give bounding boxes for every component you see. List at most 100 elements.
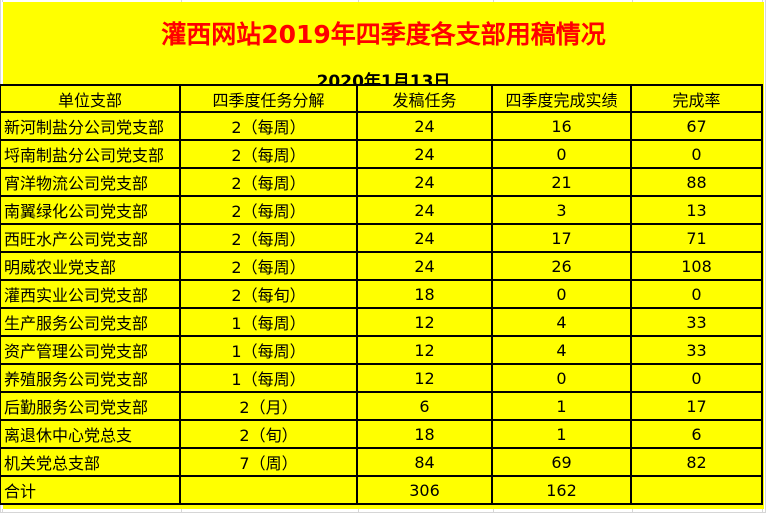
cell-task-breakdown: 2（每旬） bbox=[179, 279, 358, 309]
gridline-tick bbox=[2, 509, 3, 513]
cell-unit-branch: 合计 bbox=[0, 475, 181, 505]
table-row: 生产服务公司党支部 1（每周） 12 4 33 bbox=[0, 307, 763, 337]
table-row: 离退休中心党总支 2（旬） 18 1 6 bbox=[0, 419, 763, 449]
cell-unit-branch: 新河制盐分公司党支部 bbox=[0, 111, 181, 141]
report-table: 单位支部 四季度任务分解 发稿任务 四季度完成实绩 完成率 新河制盐分公司党支部 2（每周… bbox=[0, 84, 763, 505]
cell-completed: 4 bbox=[491, 335, 632, 365]
cell-publish-task: 18 bbox=[356, 419, 493, 449]
cell-completion-rate: 71 bbox=[630, 223, 763, 253]
column-header: 单位支部 bbox=[0, 84, 181, 113]
table-row: 灌西实业公司党支部 2（每旬） 18 0 0 bbox=[0, 279, 763, 309]
gridline-tick bbox=[181, 509, 182, 513]
cell-completion-rate: 6 bbox=[630, 419, 763, 449]
table-body: 新河制盐分公司党支部 2（每周） 24 16 67 埒南制盐分公司党支部 2（每周） 24 0 0… bbox=[0, 111, 763, 505]
cell-unit-branch: 南翼绿化公司党支部 bbox=[0, 195, 181, 225]
cell-task-breakdown: 2（每周） bbox=[179, 195, 358, 225]
table-row: 明威农业党支部 2（每周） 24 26 108 bbox=[0, 251, 763, 281]
cell-unit-branch: 养殖服务公司党支部 bbox=[0, 363, 181, 393]
gridline-tick bbox=[632, 509, 633, 513]
table-row: 养殖服务公司党支部 1（每周） 12 0 0 bbox=[0, 363, 763, 393]
cell-task-breakdown: 2（旬） bbox=[179, 419, 358, 449]
column-header: 发稿任务 bbox=[356, 84, 493, 113]
cell-completed: 26 bbox=[491, 251, 632, 281]
cell-completed: 1 bbox=[491, 391, 632, 421]
cell-task-breakdown: 1（每周） bbox=[179, 335, 358, 365]
cell-task-breakdown: 2（每周） bbox=[179, 251, 358, 281]
cell-completion-rate bbox=[630, 475, 763, 505]
cell-task-breakdown: 2（月） bbox=[179, 391, 358, 421]
column-header: 四季度任务分解 bbox=[179, 84, 358, 113]
cell-unit-branch: 机关党总支部 bbox=[0, 447, 181, 477]
cell-unit-branch: 西旺水产公司党支部 bbox=[0, 223, 181, 253]
cell-task-breakdown: 1（每周） bbox=[179, 307, 358, 337]
gridline-tick bbox=[181, 0, 182, 2]
gridline-tick bbox=[762, 509, 763, 513]
cell-task-breakdown: 7（周） bbox=[179, 447, 358, 477]
gridline-tick bbox=[493, 509, 494, 513]
cell-task-breakdown bbox=[179, 475, 358, 505]
cell-completed: 16 bbox=[491, 111, 632, 141]
table-row: 新河制盐分公司党支部 2（每周） 24 16 67 bbox=[0, 111, 763, 141]
gridline-tick bbox=[2, 0, 3, 2]
cell-task-breakdown: 2（每周） bbox=[179, 111, 358, 141]
cell-unit-branch: 灌西实业公司党支部 bbox=[0, 279, 181, 309]
cell-completion-rate: 67 bbox=[630, 111, 763, 141]
cell-completion-rate: 108 bbox=[630, 251, 763, 281]
cell-completed: 69 bbox=[491, 447, 632, 477]
cell-completion-rate: 88 bbox=[630, 167, 763, 197]
table-row: 宵洋物流公司党支部 2（每周） 24 21 88 bbox=[0, 167, 763, 197]
cell-publish-task: 24 bbox=[356, 139, 493, 169]
cell-task-breakdown: 2（每周） bbox=[179, 223, 358, 253]
table-row: 资产管理公司党支部 1（每周） 12 4 33 bbox=[0, 335, 763, 365]
table-row: 西旺水产公司党支部 2（每周） 24 17 71 bbox=[0, 223, 763, 253]
header-row: 单位支部 四季度任务分解 发稿任务 四季度完成实绩 完成率 bbox=[0, 84, 763, 113]
total-row: 合计 306 162 bbox=[0, 475, 763, 505]
cell-completed: 0 bbox=[491, 363, 632, 393]
column-header: 四季度完成实绩 bbox=[491, 84, 632, 113]
cell-publish-task: 12 bbox=[356, 363, 493, 393]
cell-completed: 3 bbox=[491, 195, 632, 225]
cell-completion-rate: 17 bbox=[630, 391, 763, 421]
cell-task-breakdown: 1（每周） bbox=[179, 363, 358, 393]
cell-unit-branch: 后勤服务公司党支部 bbox=[0, 391, 181, 421]
cell-completed: 17 bbox=[491, 223, 632, 253]
table-row: 机关党总支部 7（周） 84 69 82 bbox=[0, 447, 763, 477]
cell-unit-branch: 宵洋物流公司党支部 bbox=[0, 167, 181, 197]
cell-completion-rate: 0 bbox=[630, 363, 763, 393]
table-row: 南翼绿化公司党支部 2（每周） 24 3 13 bbox=[0, 195, 763, 225]
cell-completed: 1 bbox=[491, 419, 632, 449]
cell-completed: 4 bbox=[491, 307, 632, 337]
column-header: 完成率 bbox=[630, 84, 763, 113]
cell-completion-rate: 13 bbox=[630, 195, 763, 225]
gridline-tick bbox=[358, 509, 359, 513]
cell-publish-task: 6 bbox=[356, 391, 493, 421]
cell-completion-rate: 0 bbox=[630, 139, 763, 169]
cell-publish-task: 84 bbox=[356, 447, 493, 477]
gridline-tick bbox=[358, 0, 359, 2]
cell-publish-task: 18 bbox=[356, 279, 493, 309]
cell-unit-branch: 离退休中心党总支 bbox=[0, 419, 181, 449]
table-row: 埒南制盐分公司党支部 2（每周） 24 0 0 bbox=[0, 139, 763, 169]
cell-unit-branch: 生产服务公司党支部 bbox=[0, 307, 181, 337]
cell-completion-rate: 82 bbox=[630, 447, 763, 477]
page-title: 灌西网站2019年四季度各支部用稿情况 bbox=[161, 20, 606, 49]
cell-completed: 0 bbox=[491, 279, 632, 309]
cell-publish-task: 24 bbox=[356, 223, 493, 253]
cell-publish-task: 24 bbox=[356, 251, 493, 281]
cell-publish-task: 306 bbox=[356, 475, 493, 505]
cell-completed: 21 bbox=[491, 167, 632, 197]
cell-unit-branch: 明威农业党支部 bbox=[0, 251, 181, 281]
cell-publish-task: 24 bbox=[356, 167, 493, 197]
cell-completed: 0 bbox=[491, 139, 632, 169]
cell-unit-branch: 埒南制盐分公司党支部 bbox=[0, 139, 181, 169]
cell-task-breakdown: 2（每周） bbox=[179, 139, 358, 169]
cell-publish-task: 12 bbox=[356, 307, 493, 337]
cell-completion-rate: 33 bbox=[630, 307, 763, 337]
gridline-tick bbox=[762, 0, 763, 2]
cell-publish-task: 24 bbox=[356, 195, 493, 225]
cell-task-breakdown: 2（每周） bbox=[179, 167, 358, 197]
gridline-tick bbox=[493, 0, 494, 2]
table-header: 单位支部 四季度任务分解 发稿任务 四季度完成实绩 完成率 bbox=[0, 84, 763, 113]
table-row: 后勤服务公司党支部 2（月） 6 1 17 bbox=[0, 391, 763, 421]
